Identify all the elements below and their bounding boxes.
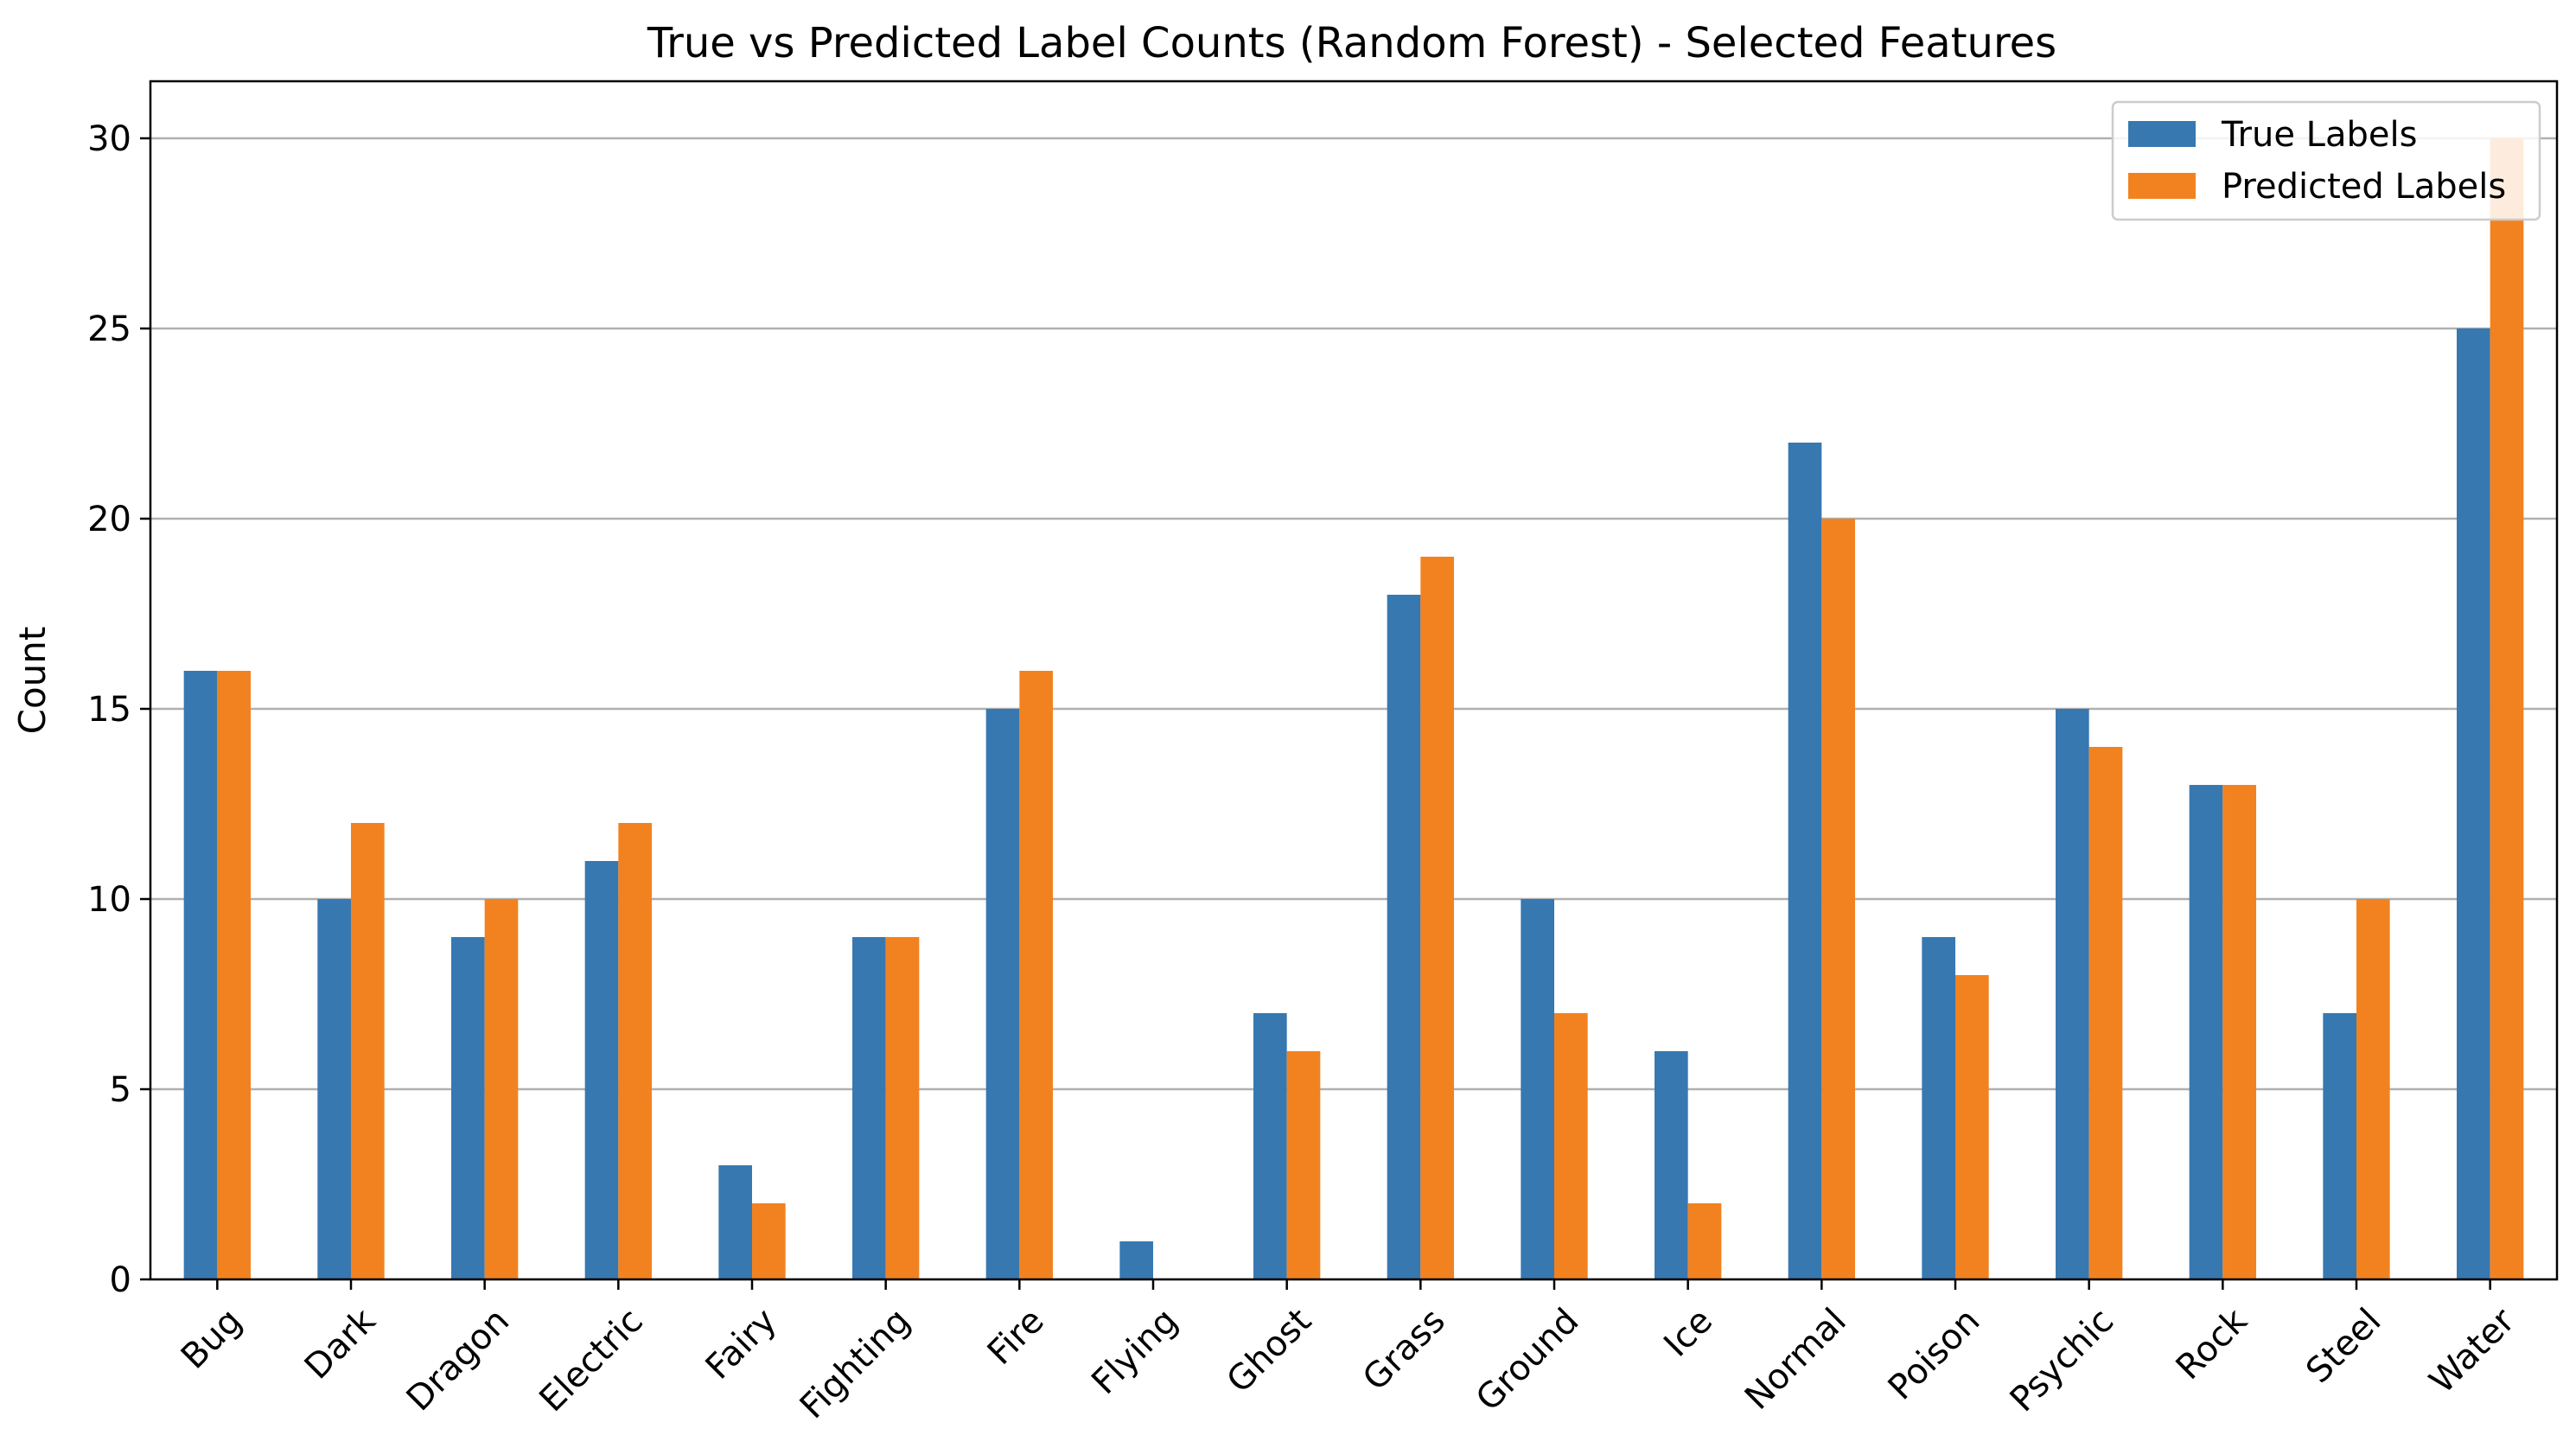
chart-title: True vs Predicted Label Counts (Random F… bbox=[647, 19, 2056, 67]
y-axis-label: Count bbox=[11, 627, 54, 735]
y-axis-ticks: 0 5 10 15 20 25 30 bbox=[87, 119, 150, 1300]
x-tick-label: Steel bbox=[2299, 1301, 2388, 1391]
legend: True Labels Predicted Labels bbox=[2111, 100, 2541, 221]
x-tick-label: Fairy bbox=[698, 1301, 785, 1387]
x-tick-label: Ghost bbox=[1220, 1301, 1320, 1401]
axes-frame bbox=[149, 80, 2559, 1281]
bars bbox=[183, 138, 2524, 1279]
x-tick-label: Rock bbox=[2169, 1300, 2256, 1387]
bar-true-rock bbox=[2189, 785, 2223, 1279]
x-tick-label: Grass bbox=[1355, 1301, 1453, 1399]
bar-predicted-ice bbox=[1687, 1203, 1722, 1279]
bar-predicted-fighting bbox=[885, 937, 920, 1279]
bar-predicted-steel bbox=[2356, 899, 2390, 1279]
legend-swatch-true-labels bbox=[2128, 121, 2196, 147]
bar-true-steel bbox=[2323, 1013, 2356, 1279]
x-tick-label: Psychic bbox=[2003, 1301, 2121, 1419]
x-tick-label: Fighting bbox=[793, 1301, 918, 1426]
legend-box bbox=[2111, 100, 2541, 221]
legend-swatch-predicted-labels bbox=[2128, 173, 2196, 199]
bar-true-flying bbox=[1119, 1241, 1153, 1279]
bar-predicted-ghost bbox=[1286, 1051, 1321, 1279]
bar-true-fighting bbox=[852, 937, 886, 1279]
legend-label-predicted-labels: Predicted Labels bbox=[2222, 167, 2506, 207]
bar-true-bug bbox=[183, 671, 218, 1279]
bar-predicted-water bbox=[2490, 138, 2524, 1279]
y-tick-label: 0 bbox=[110, 1260, 131, 1300]
bar-predicted-ground bbox=[1554, 1013, 1588, 1279]
bar-true-ground bbox=[1521, 899, 1554, 1279]
x-tick-label: Flying bbox=[1084, 1301, 1185, 1402]
x-tick-label: Bug bbox=[174, 1301, 250, 1377]
bar-predicted-fire bbox=[1019, 671, 1053, 1279]
x-tick-label: Water bbox=[2422, 1301, 2523, 1402]
bar-true-normal bbox=[1788, 443, 1822, 1279]
bar-predicted-psychic bbox=[2088, 747, 2123, 1279]
bar-predicted-normal bbox=[1821, 519, 1855, 1279]
bar-true-grass bbox=[1387, 595, 1421, 1279]
x-tick-label: Electric bbox=[532, 1301, 650, 1419]
bar-predicted-electric bbox=[618, 823, 652, 1279]
bar-predicted-dark bbox=[351, 823, 385, 1279]
y-tick-label: 15 bbox=[87, 690, 131, 730]
bar-true-dragon bbox=[451, 937, 485, 1279]
x-tick-label: Ground bbox=[1469, 1301, 1587, 1419]
x-tick-label: Dark bbox=[297, 1300, 384, 1387]
x-tick-label: Poison bbox=[1881, 1301, 1988, 1408]
y-tick-label: 10 bbox=[87, 880, 131, 920]
x-tick-label: Fire bbox=[980, 1301, 1052, 1373]
x-tick-label: Ice bbox=[1656, 1301, 1720, 1365]
bar-predicted-rock bbox=[2222, 785, 2256, 1279]
x-tick-label: Dragon bbox=[399, 1301, 517, 1419]
y-tick-label: 25 bbox=[87, 309, 131, 349]
bar-true-ice bbox=[1655, 1051, 1688, 1279]
bar-true-water bbox=[2457, 328, 2490, 1279]
bar-predicted-poison bbox=[1955, 975, 1989, 1279]
x-axis-ticks: Bug Dark Dragon Electric Fairy Fighting Fire Fl… bbox=[174, 1279, 2523, 1426]
gridlines bbox=[150, 137, 2557, 1281]
bar-predicted-fairy bbox=[752, 1203, 786, 1279]
bar-true-psychic bbox=[2056, 709, 2089, 1279]
x-tick-label: Normal bbox=[1738, 1301, 1854, 1418]
bar-true-fire bbox=[985, 709, 1020, 1279]
y-tick-label: 30 bbox=[87, 119, 131, 159]
bar-true-poison bbox=[1922, 937, 1955, 1279]
bar-true-dark bbox=[317, 899, 351, 1279]
bar-predicted-dragon bbox=[484, 899, 519, 1279]
legend-label-true-labels: True Labels bbox=[2221, 115, 2417, 155]
bar-true-fairy bbox=[718, 1165, 752, 1279]
bar-predicted-bug bbox=[217, 671, 251, 1279]
bar-true-electric bbox=[584, 861, 619, 1279]
y-tick-label: 5 bbox=[110, 1070, 131, 1110]
bar-true-ghost bbox=[1253, 1013, 1287, 1279]
y-tick-label: 20 bbox=[87, 500, 131, 539]
bar-predicted-grass bbox=[1420, 557, 1454, 1279]
